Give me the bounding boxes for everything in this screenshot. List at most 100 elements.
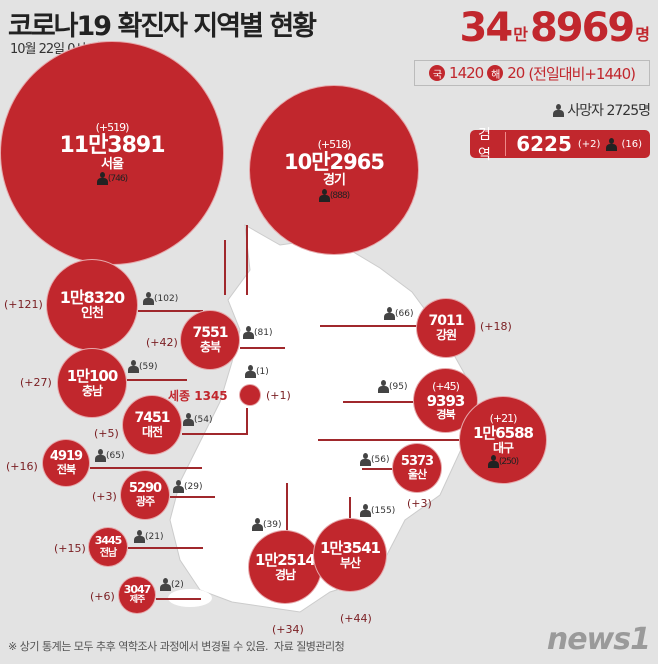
label-text: 세종 1345	[168, 389, 228, 403]
connector-line	[90, 467, 202, 469]
region-gyeongbuk[interactable]: (+45) 9393 경북	[413, 368, 478, 433]
connector-line	[320, 325, 426, 327]
label-text: (65)	[95, 449, 124, 462]
label-text: (16)	[621, 138, 642, 150]
connector-line	[138, 310, 203, 312]
region-incheon[interactable]: 1만8320 인천	[46, 259, 138, 351]
region-chungnam[interactable]: 1만100 충남	[57, 348, 127, 418]
region-gwangju[interactable]: 5290 광주	[120, 470, 170, 520]
death-icon	[487, 454, 499, 468]
label-text: 서울	[101, 156, 124, 172]
label-text: 8969	[529, 5, 635, 51]
domestic-badge: 국	[429, 65, 446, 81]
label-text: (81)	[254, 328, 273, 338]
death-icon	[245, 365, 256, 378]
label-text: 사망자 2725명	[567, 103, 651, 119]
region-sejong[interactable]	[239, 384, 261, 406]
region-gangwon[interactable]: 7011 강원	[416, 298, 476, 358]
label-text: 20	[507, 64, 525, 82]
label-text: (+1)	[266, 389, 291, 402]
label-text: (2)	[171, 580, 184, 590]
label-text: (+5)	[94, 427, 119, 440]
overseas-badge: 해	[487, 65, 504, 81]
label-text: (66)	[395, 309, 414, 319]
region-seoul[interactable]: (+519) 11만3891 서울 (746)	[0, 41, 224, 265]
label-text: 7011	[428, 312, 465, 329]
label-text: (+34)	[272, 623, 304, 636]
total-cases: 34 만 8969 명	[460, 6, 650, 50]
region-jeju[interactable]: 3047 제주	[118, 576, 156, 614]
connector-line	[224, 240, 226, 295]
label-text: 1만2514	[255, 551, 316, 570]
connector-line	[170, 496, 215, 498]
connector-line	[318, 439, 460, 441]
label-text: 34	[459, 5, 514, 51]
label-text: (+3)	[407, 497, 432, 510]
label-text: (59)	[139, 362, 158, 372]
label-text: 11만3891	[59, 132, 165, 158]
death-icon	[243, 326, 254, 339]
person-icon	[553, 103, 565, 117]
label-text: 대구	[492, 440, 514, 455]
region-jeonnam[interactable]: 3445 전남	[88, 527, 128, 567]
death-icon	[143, 292, 154, 305]
label-text: (29)	[184, 482, 203, 492]
connector-line	[246, 225, 248, 295]
label-text: (+27)	[20, 376, 52, 389]
label-text: (전일대비+1440)	[528, 64, 636, 83]
label-text: (1)	[245, 365, 269, 378]
footer-note: ※ 상기 통계는 모두 추후 역학조사 과정에서 변경될 수 있음. 자료 질병…	[8, 638, 345, 654]
death-icon	[160, 578, 171, 591]
label-text: (+6)	[90, 590, 115, 603]
label-text: 7451	[134, 409, 171, 426]
label-text: 6225	[505, 132, 572, 156]
death-icon	[378, 380, 389, 393]
region-daejeon[interactable]: 7451 대전	[122, 395, 182, 455]
label-text: 1만8320	[59, 288, 125, 308]
page-title: 코로나19 확진자 지역별 현황	[8, 11, 317, 42]
label-text: 울산	[407, 468, 427, 482]
region-daegu[interactable]: (+21) 1만6588 대구 (250)	[459, 396, 547, 484]
label-text: 9393	[426, 391, 466, 410]
region-gyeongnam[interactable]: 1만2514 경남	[248, 530, 322, 604]
region-chungbuk[interactable]: 7551 충북	[180, 310, 240, 370]
news1-logo: news1	[546, 622, 651, 657]
label-text: (250)	[498, 456, 519, 467]
label-text: (1)	[256, 367, 269, 377]
death-icon	[128, 360, 139, 373]
quarantine-box: 검역 6225 (+2) (16)	[470, 127, 650, 163]
label-text: 명	[635, 25, 650, 44]
connector-line	[128, 547, 203, 549]
death-icon	[173, 480, 184, 493]
label-text: (+519)	[95, 120, 130, 134]
label-text: 1만100	[66, 367, 119, 386]
label-text: (+2)	[577, 138, 601, 150]
label-text: 만	[513, 25, 528, 44]
label-text: 검역	[478, 127, 491, 163]
label-text: 5373	[400, 453, 434, 469]
region-gyeonggi[interactable]: (+518) 10만2965 경기 (888)	[249, 85, 419, 255]
label-text: 1420	[449, 64, 484, 82]
label-text: (746)	[96, 172, 128, 186]
label-text: (21)	[134, 530, 163, 543]
connector-line	[246, 408, 248, 435]
connector-line	[362, 468, 393, 470]
label-text: 인천	[81, 305, 104, 321]
region-ulsan[interactable]: 5373 울산	[392, 443, 442, 493]
label-text: (+3)	[92, 490, 117, 503]
label-text: (155)	[371, 506, 396, 516]
connector-line	[349, 497, 351, 519]
label-text: (39)	[263, 520, 282, 530]
connector-line	[240, 347, 285, 349]
label-text: (+42)	[146, 336, 178, 349]
region-busan[interactable]: 1만3541 부산	[313, 518, 387, 592]
label-text: (21)	[145, 532, 164, 542]
label-text: 7551	[192, 324, 229, 341]
label-text: (746)	[107, 174, 128, 185]
label-text: (54)	[194, 415, 213, 425]
region-jeonbuk[interactable]: 4919 전북	[42, 439, 90, 487]
death-icon	[318, 188, 330, 202]
label-text: 5290	[128, 480, 162, 496]
label-text: (+45)	[432, 379, 460, 393]
